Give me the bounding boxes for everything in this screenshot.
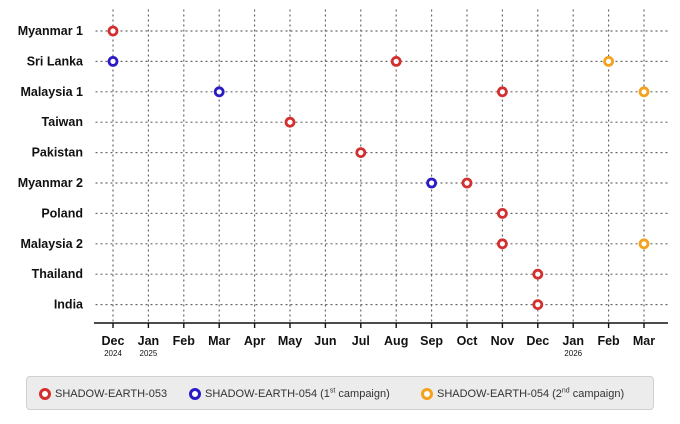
y-tick-label: Taiwan: [42, 115, 83, 129]
legend-item-series-1: SHADOW-EARTH-053: [39, 377, 167, 411]
y-tick-label: Poland: [41, 206, 83, 220]
y-tick-label: India: [54, 298, 84, 312]
legend-marker-series-2: [189, 388, 201, 400]
y-tick-label: Malaysia 1: [20, 85, 83, 99]
y-tick-label: Myanmar 1: [18, 24, 83, 38]
x-tick-year-label: 2024: [104, 349, 122, 358]
x-tick-label: Jan: [138, 334, 160, 348]
data-point: [496, 238, 508, 250]
legend-marker-series-1: [39, 388, 51, 400]
y-tick-label: Thailand: [32, 267, 83, 281]
data-point: [390, 56, 402, 67]
campaign-timeline-chart: Myanmar 1 Sri Lanka Malaysia 1 Taiwan Pakist…: [18, 9, 669, 358]
data-point: [532, 268, 544, 280]
legend-label-series-2: SHADOW-EARTH-054 (1st campaign): [205, 387, 390, 400]
legend-item-series-3: SHADOW-EARTH-054 (2nd campaign): [421, 377, 624, 411]
x-tick-label: Dec: [526, 334, 549, 348]
x-tick-label: Nov: [491, 334, 515, 348]
x-tick-label: Aug: [384, 334, 408, 348]
x-tick-label: Dec: [102, 334, 125, 348]
x-tick-label: Apr: [244, 334, 266, 348]
data-point: [603, 56, 614, 67]
data-point: [532, 299, 544, 311]
legend-item-series-2: SHADOW-EARTH-054 (1st campaign): [189, 377, 390, 411]
legend-marker-series-3: [421, 388, 433, 400]
data-point: [496, 207, 508, 219]
x-tick-label: Feb: [597, 334, 620, 348]
x-tick-label: Oct: [457, 334, 479, 348]
legend-label-series-1: SHADOW-EARTH-053: [55, 388, 168, 400]
x-tick-label: Jun: [314, 334, 336, 348]
data-point: [638, 86, 650, 98]
y-tick-label: Malaysia 2: [20, 237, 83, 251]
x-tick-label: Jul: [352, 334, 370, 348]
data-point: [461, 177, 473, 189]
data-point: [107, 56, 119, 67]
legend-label-series-3: SHADOW-EARTH-054 (2nd campaign): [437, 387, 625, 400]
data-point: [355, 147, 367, 159]
x-tick-label: Mar: [208, 334, 230, 348]
x-tick-label: Feb: [173, 334, 196, 348]
data-point: [496, 86, 508, 98]
data-point: [638, 238, 650, 250]
y-tick-label: Pakistan: [32, 146, 83, 160]
data-point: [284, 116, 296, 128]
legend: SHADOW-EARTH-053 SHADOW-EARTH-054 (1st c…: [26, 376, 654, 410]
y-tick-label: Sri Lanka: [27, 54, 84, 68]
y-tick-label: Myanmar 2: [18, 176, 83, 190]
x-tick-label: Jan: [562, 334, 584, 348]
x-tick-label: Sep: [420, 334, 443, 348]
x-tick-label: May: [278, 334, 302, 348]
data-point: [107, 25, 119, 37]
data-point: [213, 86, 225, 98]
x-tick-year-label: 2025: [140, 349, 158, 358]
x-tick-label: Mar: [633, 334, 655, 348]
x-tick-year-label: 2026: [564, 349, 582, 358]
data-point: [426, 177, 438, 189]
